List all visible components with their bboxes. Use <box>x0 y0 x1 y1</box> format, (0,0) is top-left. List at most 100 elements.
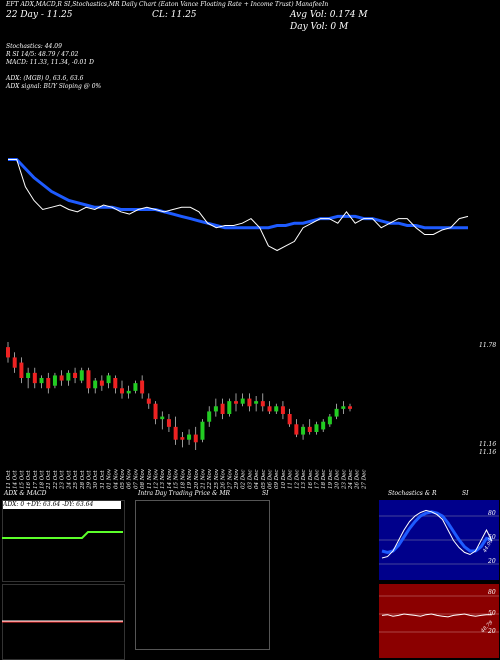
candle-body <box>46 378 51 389</box>
date-tick-label: 21 Nov <box>200 468 206 490</box>
candle-body <box>180 437 185 440</box>
date-tick-label: 05 Dec <box>261 470 267 490</box>
chart-name-2: ADX,MACD,R <box>20 1 62 8</box>
date-tick-label: 30 Oct <box>93 470 99 489</box>
stoch-tick-50: 50 <box>488 534 496 541</box>
date-tick-label: 16 Dec <box>308 470 314 490</box>
date-tick-label: 29 Nov <box>234 468 240 490</box>
candle-body <box>314 424 319 432</box>
candle-body <box>73 372 78 378</box>
stochastics-line <box>381 509 493 559</box>
candle-body <box>93 380 98 389</box>
candle-body <box>294 424 299 435</box>
candle-body <box>240 398 245 404</box>
stoch-info: Stochastics: 44.09 <box>6 43 62 50</box>
candle-body <box>267 406 272 412</box>
date-tick-label: 16 Oct <box>26 470 32 489</box>
candle-body <box>79 370 84 381</box>
date-tick-label: 25 Oct <box>73 470 79 490</box>
candle-body <box>66 372 71 381</box>
candle-body <box>133 383 138 391</box>
macd-lines <box>2 620 123 623</box>
rsi-tick-80: 80 <box>488 589 496 596</box>
date-tick-label: 13 Nov <box>160 468 166 489</box>
date-tick-label: 17 Oct <box>33 470 39 489</box>
rsi-chart <box>379 595 499 633</box>
date-tick-label: 01 Nov <box>107 468 113 489</box>
date-tick-label: 18 Nov <box>180 468 186 489</box>
date-axis: 11 Oct 14 Oct 15 Oct 16 Oct 17 Oct 18 Oct 21 O… <box>6 468 367 491</box>
candle-body <box>207 411 212 422</box>
date-tick-label: 07 Nov <box>133 468 139 489</box>
candle-body <box>341 406 346 409</box>
date-tick-label: 15 Oct <box>19 470 25 489</box>
candle-body <box>140 380 145 394</box>
candle-body <box>99 380 104 386</box>
date-tick-label: 20 Nov <box>194 468 200 490</box>
date-tick-label: 04 Nov <box>113 468 119 489</box>
avg-vol: Avg Vol: 0.174 M <box>290 10 368 20</box>
price-line <box>8 159 469 252</box>
date-tick-label: 18 Dec <box>321 470 327 490</box>
stoch-si-label: SI <box>462 490 469 497</box>
date-tick-label: 03 Dec <box>247 470 253 490</box>
date-tick-label: 22 Nov <box>207 468 213 490</box>
candle-body <box>59 375 64 381</box>
date-tick-label: 21 Oct <box>46 470 52 490</box>
date-tick-label: 04 Dec <box>254 470 260 490</box>
header-tickers: EFT ADX,MACD,R SI,Stochastics,MR Daily C… <box>6 1 328 8</box>
date-tick-label: 18 Oct <box>40 470 46 489</box>
date-tick-label: 23 Oct <box>60 470 66 490</box>
candle-body <box>39 378 44 384</box>
date-tick-label: 14 Nov <box>167 468 173 489</box>
candle-body <box>86 370 91 389</box>
date-close: 22 Day - 11.25 <box>6 10 73 20</box>
chart-name-3: SI,Stochastics,MR <box>63 1 120 8</box>
date-tick-label: 11 Dec <box>288 470 294 490</box>
date-tick-label: 17 Dec <box>314 470 320 490</box>
date-tick-label: 28 Oct <box>80 470 86 490</box>
candle-body <box>274 406 279 412</box>
rsi-tick-50: 50 <box>488 610 496 617</box>
candle-body <box>146 398 151 404</box>
rsi-line <box>381 613 492 618</box>
date-tick-label: 20 Dec <box>335 470 341 491</box>
date-tick-label: 27 Dec <box>361 470 367 491</box>
date-tick-label: 14 Oct <box>13 470 19 489</box>
date-tick-label: 11 Oct <box>6 470 12 489</box>
adx-panel <box>2 500 125 582</box>
price-line-chart <box>8 158 469 252</box>
candle-body <box>247 398 252 407</box>
candle-body <box>260 401 265 407</box>
adx-lines <box>2 531 123 539</box>
candle-body <box>153 403 158 420</box>
date-tick-label: 31 Oct <box>100 470 106 489</box>
intraday-si-label: SI <box>262 490 269 497</box>
stochastics-chart <box>379 509 499 565</box>
price-label-top: 11.78 <box>479 342 497 349</box>
stochastics-signal-line <box>381 510 493 554</box>
intraday-panel <box>135 500 270 650</box>
date-tick-label: 24 Dec <box>348 470 354 491</box>
price-label-bottom-1: 11.16 <box>479 441 497 448</box>
date-tick-label: 19 Nov <box>187 468 193 489</box>
candle-body <box>227 401 232 414</box>
candle-body <box>19 362 24 378</box>
date-tick-label: 05 Nov <box>120 468 126 489</box>
date-tick-label: 13 Dec <box>301 470 307 490</box>
candle-body <box>126 390 131 394</box>
date-tick-label: 25 Nov <box>214 468 220 490</box>
candle-body <box>26 372 31 378</box>
chart-name-1: EFT <box>6 1 19 8</box>
adx-green-line <box>2 531 123 539</box>
adx-badge: ADX: 0 +DY: 63.64 -DY: 63.64 <box>3 501 121 509</box>
date-tick-label: 12 Nov <box>154 468 160 489</box>
full-name: (Eaton Vance Floating Rate + Income Trus… <box>158 1 329 8</box>
candle-body <box>6 347 10 358</box>
candle-body <box>307 426 312 432</box>
candle-body <box>106 375 111 384</box>
candle-body <box>321 421 326 430</box>
candlestick-chart <box>6 342 352 450</box>
candle-body <box>113 378 118 389</box>
price-label-bottom-2: 11.16 <box>479 449 497 456</box>
